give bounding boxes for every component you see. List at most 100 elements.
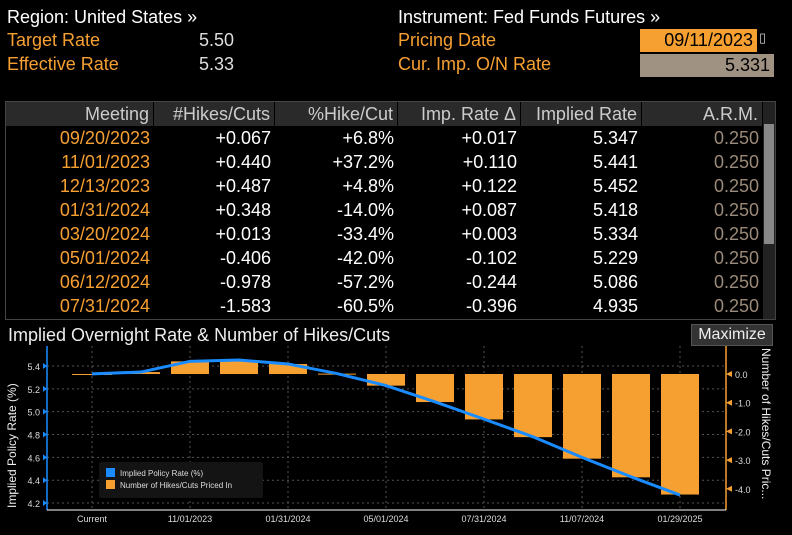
bar-hikes-cuts [612, 374, 650, 478]
target-rate-label: Target Rate [7, 30, 101, 50]
table-cell: 03/20/2024 [59, 224, 150, 244]
target-rate-value: 5.50 [199, 30, 235, 50]
table-cell: 06/12/2024 [59, 272, 150, 292]
table-scrollbar[interactable] [763, 102, 775, 319]
table-cell: 0.250 [713, 248, 759, 268]
table-cell: 4.935 [592, 296, 638, 316]
left-tick-label: 5.0 [27, 408, 40, 418]
legend [99, 462, 263, 498]
table-cell: -60.5% [336, 296, 394, 316]
x-tick-label: 01/31/2024 [265, 514, 310, 524]
table-cell: 11/01/2023 [61, 152, 150, 172]
table-cell: +0.017 [461, 128, 517, 148]
table-cell: 0.250 [713, 152, 759, 172]
table-cell: +0.110 [462, 152, 517, 172]
left-tick [43, 363, 47, 369]
left-tick-label: 4.4 [27, 476, 40, 486]
table-cell: +6.8% [342, 128, 394, 148]
table-cell: -14.0% [336, 200, 394, 220]
table-cell: 0.250 [713, 272, 759, 292]
table-cell: -1.583 [219, 296, 271, 316]
table-cell: +0.122 [461, 176, 517, 196]
table-cell: 5.229 [592, 248, 638, 268]
table-row[interactable]: 07/31/2024 -1.583 -60.5% -0.396 4.935 0.250 [6, 294, 775, 318]
table-row[interactable]: 09/20/2023 +0.067 +6.8% +0.017 5.347 0.250 [6, 126, 775, 150]
right-tick [726, 399, 732, 406]
effective-rate-value: 5.33 [199, 54, 235, 74]
table-cell: -0.978 [219, 272, 271, 292]
bar-hikes-cuts [465, 374, 503, 420]
left-tick-label: 4.6 [27, 453, 40, 463]
chart-title: Implied Overnight Rate & Number of Hikes… [8, 325, 391, 345]
legend-swatch [106, 468, 115, 477]
legend-label: Number of Hikes/Cuts Priced In [120, 481, 232, 490]
calendar-icon[interactable]: ▯ [759, 30, 767, 45]
table-cell: 0.250 [713, 176, 759, 196]
table-cell: 0.250 [713, 296, 759, 316]
cur-rate-label: Cur. Imp. O/N Rate [398, 54, 552, 74]
cur-rate-input[interactable]: 5.331 [640, 54, 774, 77]
bar-hikes-cuts [220, 360, 258, 374]
left-tick [43, 431, 47, 438]
table-cell: +0.440 [215, 152, 271, 172]
table-cell: 07/31/2024 [59, 296, 150, 316]
left-tick [43, 477, 47, 484]
table-cell: 5.452 [592, 176, 638, 196]
effective-rate-label: Effective Rate [7, 54, 119, 74]
bar-hikes-cuts [661, 374, 699, 495]
maximize-button[interactable]: Maximize [691, 324, 773, 346]
table-row[interactable]: 06/12/2024 -0.978 -57.2% -0.244 5.086 0.250 [6, 270, 775, 294]
table-cell: 5.441 [592, 152, 638, 172]
right-tick [726, 457, 732, 464]
rate-chart: 5.4 5.2 5.0 4.8 4.6 4.4 4.2 0.0 -1.0 -2.0 -3.0 -4.0… [0, 346, 792, 535]
table-cell: +4.8% [342, 176, 394, 196]
table-cell: 5.418 [592, 200, 638, 220]
col-imp-rate-delta[interactable]: Imp. Rate Δ [398, 102, 521, 126]
table-cell: -0.396 [465, 296, 517, 316]
table-cell: 01/31/2024 [59, 200, 150, 220]
table-cell: 5.347 [592, 128, 638, 148]
table-row[interactable]: 03/20/2024 +0.013 -33.4% +0.003 5.334 0.250 [6, 222, 775, 246]
bar-hikes-cuts [563, 374, 601, 459]
table-row[interactable]: 12/13/2023 +0.487 +4.8% +0.122 5.452 0.250 [6, 174, 775, 198]
table-row[interactable]: 11/01/2023 +0.440 +37.2% +0.110 5.441 0.250 [6, 150, 775, 174]
col-hikes-cuts[interactable]: #Hikes/Cuts [154, 102, 275, 126]
right-axis-title: Number of Hikes/Cuts Pric... [759, 348, 773, 499]
instrument-selector[interactable]: Instrument: Fed Funds Futures » [398, 7, 661, 27]
region-selector[interactable]: Region: United States » [7, 7, 198, 27]
col-implied-rate[interactable]: Implied Rate [521, 102, 642, 126]
left-tick [43, 408, 47, 415]
left-tick-label: 5.2 [27, 385, 40, 395]
pricing-date-input[interactable]: 09/11/2023 [640, 29, 757, 52]
bar-hikes-cuts [514, 374, 552, 438]
pricing-date-label: Pricing Date [398, 30, 497, 50]
meetings-table: Meeting #Hikes/Cuts %Hike/Cut Imp. Rate … [5, 101, 776, 320]
x-tick-label: 05/01/2024 [363, 514, 408, 524]
col-meeting[interactable]: Meeting [6, 102, 154, 126]
x-tick-label: Current [77, 514, 108, 524]
table-row[interactable]: 05/01/2024 -0.406 -42.0% -0.102 5.229 0.250 [6, 246, 775, 270]
table-cell: -42.0% [336, 248, 394, 268]
bar-hikes-cuts [367, 374, 405, 386]
right-tick [726, 485, 732, 492]
x-tick-label: 07/31/2024 [461, 514, 506, 524]
table-cell: -33.4% [336, 224, 394, 244]
table-cell: 0.250 [713, 224, 759, 244]
scroll-thumb[interactable] [764, 124, 774, 244]
left-tick-label: 4.2 [27, 499, 40, 509]
left-tick [43, 500, 47, 507]
table-row[interactable]: 01/31/2024 +0.348 -14.0% +0.087 5.418 0.250 [6, 198, 775, 222]
table-cell: +0.003 [461, 224, 517, 244]
col-pct-hike-cut[interactable]: %Hike/Cut [275, 102, 398, 126]
col-arm[interactable]: A.R.M. [642, 102, 763, 126]
table-cell: +0.348 [215, 200, 271, 220]
legend-label: Implied Policy Rate (%) [120, 469, 203, 478]
left-tick-label: 4.8 [27, 431, 40, 441]
table-cell: -0.406 [219, 248, 271, 268]
table-cell: +37.2% [332, 152, 394, 172]
right-tick [726, 371, 732, 377]
bar-hikes-cuts [72, 374, 112, 375]
table-cell: 5.334 [592, 224, 638, 244]
table-cell: 12/13/2023 [59, 176, 150, 196]
left-axis-title: Implied Policy Rate (%) [5, 383, 19, 508]
